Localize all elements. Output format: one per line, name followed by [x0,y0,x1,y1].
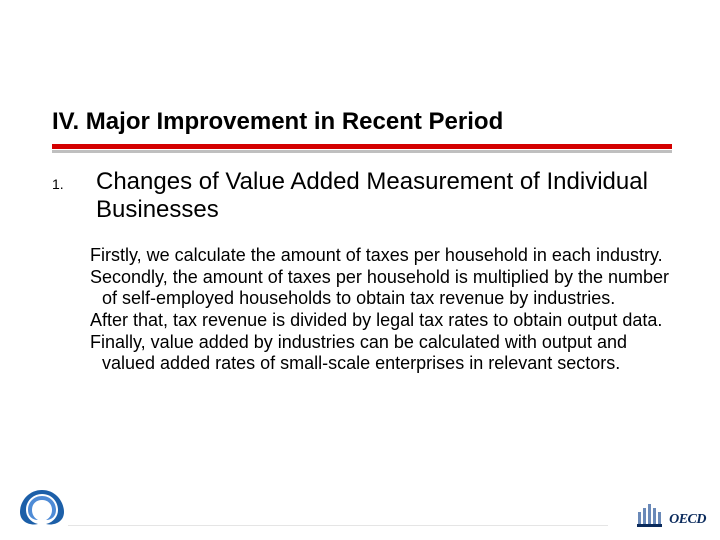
content-area: 1. Changes of Value Added Measurement of… [52,168,674,375]
paragraph: Firstly, we calculate the amount of taxe… [78,245,674,267]
footer-rule [68,525,608,526]
subtitle: Changes of Value Added Measurement of In… [96,168,674,223]
swirl-logo-icon [18,486,66,528]
title-block: IV. Major Improvement in Recent Period [52,108,680,137]
slide: IV. Major Improvement in Recent Period 1… [0,0,720,540]
shadow-underline [52,150,672,153]
slide-title: IV. Major Improvement in Recent Period [52,108,680,137]
numbered-item: 1. Changes of Value Added Measurement of… [52,168,674,223]
body-text: Firstly, we calculate the amount of taxe… [78,245,674,375]
title-underline [52,144,672,153]
list-number: 1. [52,168,96,192]
oecd-logo: OECD [637,502,706,528]
paragraph: After that, tax revenue is divided by le… [78,310,674,332]
paragraph: Secondly, the amount of taxes per househ… [78,267,674,310]
oecd-columns-icon [637,502,665,528]
footer: OECD [0,482,720,530]
paragraph: Finally, value added by industries can b… [78,332,674,375]
red-underline [52,144,672,149]
oecd-text: OECD [669,512,706,528]
